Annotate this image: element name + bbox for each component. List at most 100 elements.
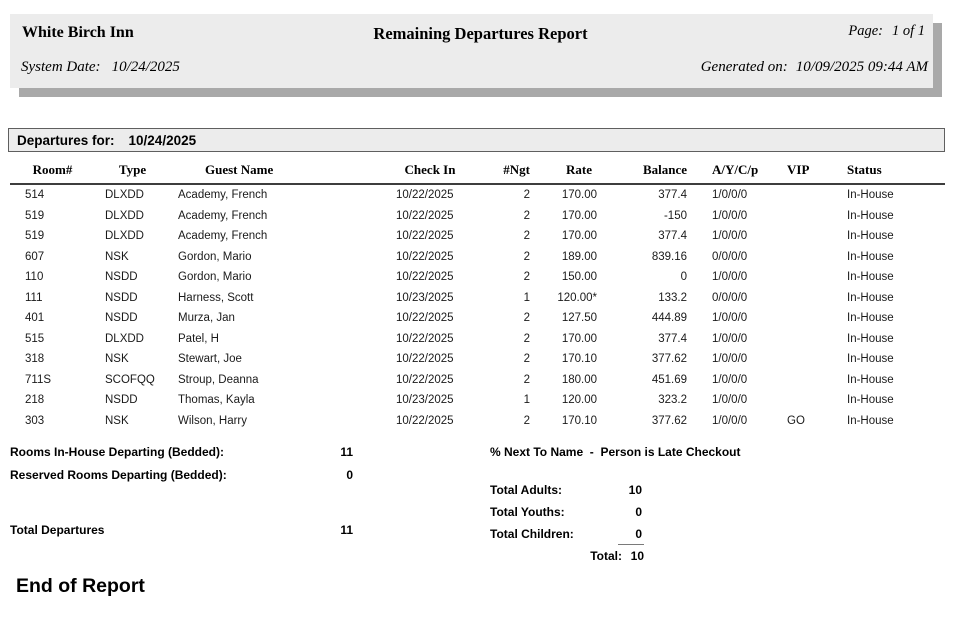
column-header-rate: Rate: [535, 156, 602, 185]
table-cell: [777, 329, 835, 350]
table-cell: 1/0/0/0: [712, 312, 748, 325]
table-cell: 323.2: [658, 394, 687, 407]
table-cell: 10/22/2025: [396, 230, 454, 243]
table-cell: Gordon, Mario: [178, 271, 252, 284]
table-row: 514 DLXDD Academy, French 10/22/2025 2 170.00…: [10, 184, 945, 206]
table-cell: 1/0/0/0: [712, 230, 748, 243]
report-header: White Birch Inn Remaining Departures Rep…: [10, 14, 933, 88]
table-cell: In-House: [847, 312, 894, 325]
total-label: Total Children:: [490, 527, 574, 541]
table-cell: 1: [523, 291, 530, 304]
table-cell: [777, 267, 835, 288]
column-header-room-: Room#: [10, 156, 95, 185]
summary-rooms-inhouse-departing: Rooms In-House Departing (Bedded): 11: [10, 445, 370, 459]
page-label: Page:: [848, 23, 883, 39]
table-cell: Patel, H: [178, 332, 219, 345]
table-row: 218 NSDD Thomas, Kayla 10/23/2025 1 120.00 323…: [10, 390, 945, 411]
table-cell: Academy, French: [178, 230, 268, 243]
table-body: 514 DLXDD Academy, French 10/22/2025 2 170.00…: [10, 184, 945, 431]
table-cell: 1/0/0/0: [712, 209, 748, 222]
table-cell: 10/22/2025: [396, 271, 454, 284]
table-cell: 110: [25, 271, 44, 284]
table-cell: 1/0/0/0: [712, 353, 748, 366]
table-row: 711S SCOFQQ Stroup, Deanna 10/22/2025 2 180.0…: [10, 370, 945, 391]
table-cell: 170.00: [561, 189, 597, 202]
table-cell: 0/0/0/0: [712, 250, 748, 263]
generated-on-value: 10/09/2025 09:44 AM: [795, 59, 928, 75]
table-cell: Wilson, Harry: [178, 414, 248, 427]
table-cell: DLXDD: [105, 189, 144, 202]
table-cell: 10/22/2025: [396, 332, 454, 345]
page-value: 1 of 1: [891, 23, 925, 39]
table-cell: [777, 288, 835, 309]
table-cell: In-House: [847, 250, 894, 263]
table-cell: 1/0/0/0: [712, 414, 748, 427]
table-cell: 170.10: [561, 414, 597, 427]
table-cell: -150: [663, 209, 687, 222]
table-cell: 10/22/2025: [396, 353, 454, 366]
table-cell: 10/22/2025: [396, 312, 454, 325]
table-cell: 377.4: [658, 230, 687, 243]
summary-value: 11: [340, 523, 353, 537]
table-cell: 10/22/2025: [396, 414, 454, 427]
table-cell: 170.00: [561, 230, 597, 243]
table-cell: 133.2: [658, 291, 687, 304]
table-cell: SCOFQQ: [105, 373, 155, 386]
table-cell: In-House: [847, 230, 894, 243]
table-cell: GO: [787, 414, 805, 427]
table-header: Room# Type Guest Name Check In #Ngt Rate Balan…: [10, 156, 945, 185]
table-cell: 515: [25, 332, 45, 345]
generated-on: Generated on: 10/09/2025 09:44 AM: [701, 59, 928, 76]
table-cell: In-House: [847, 373, 894, 386]
table-cell: 10/22/2025: [396, 373, 454, 386]
column-header--ngt: #Ngt: [475, 156, 535, 185]
table-cell: 2: [523, 414, 530, 427]
table-cell: Gordon, Mario: [178, 250, 252, 263]
table-cell: 10/22/2025: [396, 189, 454, 202]
table-row: 519 DLXDD Academy, French 10/22/2025 2 170.00…: [10, 226, 945, 247]
table-cell: 127.50: [561, 312, 597, 325]
table-cell: Thomas, Kayla: [178, 394, 255, 407]
table-cell: 170.00: [561, 209, 597, 222]
table-cell: In-House: [847, 209, 894, 222]
table-row: 401 NSDD Murza, Jan 10/22/2025 2 127.50 444.89…: [10, 308, 945, 329]
table-cell: 2: [523, 312, 530, 325]
table-cell: NSK: [105, 414, 129, 427]
table-cell: NSK: [105, 353, 129, 366]
departures-table: Room# Type Guest Name Check In #Ngt Rate Balan…: [10, 156, 945, 431]
table-cell: 170.10: [561, 353, 597, 366]
table-cell: [777, 226, 835, 247]
summary-value: 0: [346, 468, 353, 482]
table-cell: 0: [680, 271, 687, 284]
table-cell: 170.00: [561, 332, 597, 345]
table-cell: 120.00*: [557, 291, 597, 304]
table-cell: 120.00: [561, 394, 597, 407]
table-cell: Stewart, Joe: [178, 353, 242, 366]
late-checkout-note: % Next To Name - Person is Late Checkout: [490, 445, 741, 459]
grand-total: Total: 10: [490, 544, 660, 563]
table-cell: 839.16: [651, 250, 687, 263]
table-cell: 0/0/0/0: [712, 291, 748, 304]
total-youths: Total Youths: 0: [490, 505, 660, 519]
table-cell: NSDD: [105, 394, 138, 407]
table-cell: In-House: [847, 189, 894, 202]
system-date-value: 10/24/2025: [111, 59, 180, 75]
table-row: 515 DLXDD Patel, H 10/22/2025 2 170.00 377.4 1/…: [10, 329, 945, 350]
table-cell: 318: [25, 353, 45, 366]
table-cell: [777, 206, 835, 227]
grand-total-label: Total:: [590, 549, 622, 563]
table-cell: Murza, Jan: [178, 312, 235, 325]
total-label: Total Adults:: [490, 483, 562, 497]
departures-for-date: 10/24/2025: [128, 132, 197, 148]
table-cell: NSDD: [105, 312, 138, 325]
table-row: 318 NSK Stewart, Joe 10/22/2025 2 170.10 377.6…: [10, 349, 945, 370]
table-cell: 2: [523, 209, 530, 222]
table-cell: [777, 390, 835, 411]
table-cell: [777, 349, 835, 370]
summary-value: 11: [340, 445, 353, 459]
generated-on-label: Generated on:: [700, 59, 788, 75]
column-header-balance: Balance: [602, 156, 692, 185]
grand-total-value: 10: [618, 544, 644, 563]
column-header-status: Status: [835, 156, 945, 185]
